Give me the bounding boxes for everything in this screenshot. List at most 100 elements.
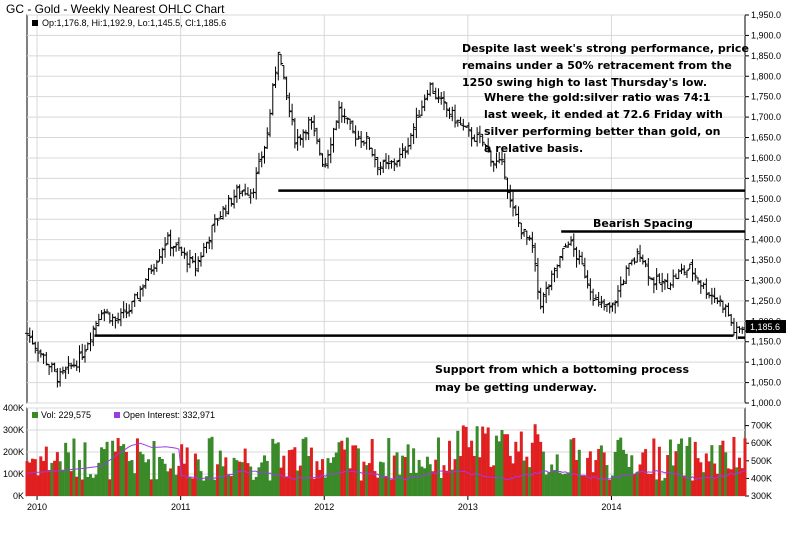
volume-bar: [260, 462, 264, 496]
ohlc-bar: [386, 155, 391, 170]
ohlc-bar: [638, 244, 643, 262]
ohlc-bar: [546, 284, 551, 296]
volume-bar: [373, 471, 377, 496]
ohlc-bar: [196, 256, 201, 273]
ohlc-bar: [414, 107, 419, 139]
volume-bar: [75, 476, 79, 496]
volume-bar: [337, 442, 341, 496]
volume-bar: [679, 438, 683, 496]
ohlc-bar: [182, 247, 187, 259]
ohlc-bar: [193, 252, 198, 277]
volume-bar: [729, 469, 733, 496]
volume-bar: [401, 455, 405, 496]
ohlc-bar: [411, 123, 416, 145]
volume-bar: [392, 455, 396, 496]
ohlc-bar: [488, 150, 493, 167]
annotation-ratio-line: a relative basis.: [484, 142, 583, 155]
volume-bar: [207, 438, 211, 496]
ohlc-bar: [154, 260, 159, 272]
volume-bar: [448, 440, 452, 496]
ohlc-bar: [237, 184, 242, 199]
volume-bar: [262, 455, 266, 496]
volume-bar: [561, 474, 565, 496]
volume-bar: [718, 445, 722, 496]
volume-bar: [102, 449, 106, 496]
volume-bar: [737, 457, 741, 496]
ohlc-bar: [643, 260, 648, 268]
volume-bar: [351, 445, 355, 496]
ohlc-bar: [544, 281, 549, 304]
volume-bar: [100, 447, 104, 496]
ohlc-bar: [276, 51, 281, 81]
volume-bar: [293, 447, 297, 496]
volume-bar: [558, 472, 562, 496]
volume-bar: [492, 465, 496, 496]
volume-bar: [693, 441, 697, 496]
ohlc-bar: [345, 117, 350, 125]
ohlc-bar: [635, 248, 640, 263]
ohlc-bar: [317, 138, 322, 156]
volume-bar: [610, 475, 614, 496]
volume-bar: [323, 477, 327, 496]
ohlc-bar: [403, 146, 408, 159]
ohlc-bar: [709, 287, 714, 305]
ohlc-bar: [491, 160, 496, 172]
ohlc-bar: [259, 151, 264, 168]
ohlc-bar: [204, 241, 209, 254]
volume-bar: [279, 467, 283, 496]
price-tick-label: 1,500.0: [751, 194, 781, 204]
price-tick-label: 1,350.0: [751, 255, 781, 265]
annotation-ratio-line: Where the gold:silver ratio was 74:1: [484, 91, 711, 104]
ohlc-bar: [350, 120, 355, 134]
ohlc-bar: [571, 233, 576, 257]
ohlc-bar: [270, 83, 275, 116]
volume-bar: [202, 480, 206, 496]
volume-bar: [511, 463, 515, 496]
ohlc-bar: [364, 132, 369, 150]
volume-tick-label: 200K: [3, 447, 24, 457]
volume-bar: [682, 475, 686, 496]
volume-bar: [66, 452, 70, 496]
ohlc-bar: [538, 287, 543, 310]
ohlc-bar: [337, 100, 342, 129]
ohlc-bar: [596, 292, 601, 307]
ohlc-bar: [486, 138, 491, 153]
volume-bar: [163, 463, 167, 496]
ohlc-bar: [522, 228, 527, 237]
volume-bar: [285, 476, 289, 496]
price-tick-label: 1,650.0: [751, 133, 781, 143]
price-tick-label: 1,600.0: [751, 153, 781, 163]
volume-bar: [318, 469, 322, 496]
volume-bar: [135, 438, 139, 496]
volume-bar: [58, 461, 62, 496]
volume-bar: [453, 459, 457, 496]
price-tick-label: 1,000.0: [751, 398, 781, 408]
volume-bar: [594, 460, 598, 496]
volume-bar: [434, 459, 438, 496]
price-tick-label: 1,850.0: [751, 51, 781, 61]
volume-bar: [691, 480, 695, 496]
ohlc-bar: [585, 270, 590, 289]
volume-bar: [624, 453, 628, 496]
volume-bar: [113, 451, 117, 496]
open-interest-line: [26, 442, 746, 481]
volume-bar: [514, 441, 518, 496]
ohlc-bar: [234, 184, 239, 203]
ohlc-bar: [535, 257, 540, 300]
ohlc-bar: [475, 127, 480, 147]
volume-bar: [55, 452, 59, 496]
volume-bar: [89, 474, 93, 496]
price-tick-label: 1,550.0: [751, 173, 781, 183]
ohlc-bar: [295, 128, 300, 151]
ohlc-bar: [569, 236, 574, 246]
volume-bar: [544, 474, 548, 496]
ohlc-bar: [44, 352, 49, 366]
volume-bar: [638, 464, 642, 496]
ohlc-bar: [629, 259, 634, 266]
ohlc-bar: [395, 160, 400, 168]
ohlc-bar: [262, 145, 267, 164]
volume-bar: [591, 472, 595, 496]
volume-bar: [503, 434, 507, 496]
volume-bar: [133, 473, 137, 496]
volume-bar: [743, 438, 747, 496]
